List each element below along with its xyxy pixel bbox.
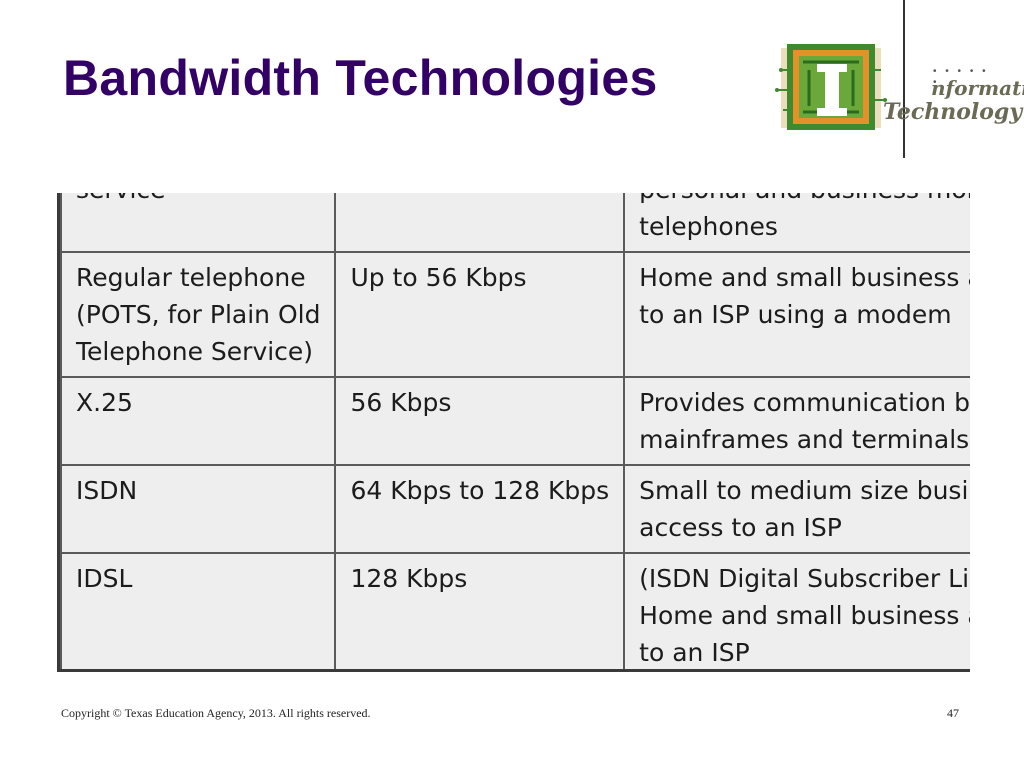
cell-text-line: access to an ISP [639, 513, 842, 542]
table-row: IDSL 128 Kbps (ISDN Digital Subscriber Lin… [60, 552, 970, 669]
cell-text-line: telephones [639, 212, 778, 241]
cell-text-line: X.25 [76, 388, 133, 417]
table-cell-c3: Provides communication between mainframes… [623, 376, 970, 466]
cell-text-line: 64 Kbps to 128 Kbps [350, 476, 610, 505]
table-cell-c2: 128 Kbps [334, 552, 626, 669]
cell-text-line: 56 Kbps [350, 388, 452, 417]
table-cell-c1: Regular telephone (POTS, for Plain Old Tel… [60, 251, 337, 378]
table-cell-c2: 56 Kbps [334, 376, 626, 466]
table-row: ISDN 64 Kbps to 128 Kbps Small to medium s… [60, 464, 970, 554]
table-cell-c3: personal and business mobile telephones [623, 193, 970, 253]
slide-title: Bandwidth Technologies [63, 50, 658, 106]
cell-text-line: mainframes and terminals [639, 425, 970, 454]
table-cell-c1: ISDN [60, 464, 337, 554]
table-row: Regular telephone (POTS, for Plain Old Tel… [60, 251, 970, 378]
logo-graphic [775, 44, 887, 130]
cell-text-line: personal and business mobile [639, 193, 970, 208]
table-cell-c1: service [60, 193, 337, 253]
cell-text-line: Home and small business access [639, 601, 970, 630]
cell-text-line: (POTS, for Plain Old [76, 300, 321, 329]
bandwidth-table-image: service personal and business mobile telep… [57, 193, 970, 672]
page-number: 47 [947, 706, 959, 720]
cell-text-line: service [76, 193, 320, 208]
table-cell-c3: Small to medium size business access to a… [623, 464, 970, 554]
cell-text-line: Telephone Service) [76, 337, 314, 366]
cell-text-line: (ISDN Digital Subscriber Line) [639, 564, 970, 593]
table-cell-c1: X.25 [60, 376, 337, 466]
vertical-divider [903, 0, 905, 158]
cell-text-line: IDSL [76, 564, 133, 593]
cell-text-line: Small to medium size business [639, 476, 970, 505]
cell-text-line: Provides communication between [639, 388, 970, 417]
cell-text-line: ISDN [76, 476, 138, 505]
table-cell-c2: 64 Kbps to 128 Kbps [334, 464, 626, 554]
logo-line-1: nformation [931, 76, 1024, 100]
table-cell-c2: Up to 56 Kbps [334, 251, 626, 378]
table-cell-c3: (ISDN Digital Subscriber Line) Home and s… [623, 552, 970, 669]
cell-text-line: Home and small business access [639, 263, 970, 292]
cell-text-line: Regular telephone [76, 263, 306, 292]
bandwidth-table: service personal and business mobile telep… [60, 193, 970, 669]
copyright-notice: Copyright © Texas Education Agency, 2013… [61, 706, 371, 720]
information-technology-logo: • • • • • • nformation Technology [773, 40, 1024, 140]
table-cell-c2 [334, 193, 626, 253]
table-row: service personal and business mobile telep… [60, 193, 970, 253]
table-row: X.25 56 Kbps Provides communication betwee… [60, 376, 970, 466]
cell-text-line: 128 Kbps [350, 564, 468, 593]
cell-text-line: to an ISP using a modem [639, 300, 952, 329]
cell-text-line: to an ISP [639, 638, 750, 667]
logo-dots-decoration: • • • • • • [933, 66, 989, 88]
table-cell-c1: IDSL [60, 552, 337, 669]
logo-line-2: Technology [883, 99, 1023, 125]
table-cell-c3: Home and small business access to an ISP … [623, 251, 970, 378]
cell-text-line: Up to 56 Kbps [350, 263, 527, 292]
